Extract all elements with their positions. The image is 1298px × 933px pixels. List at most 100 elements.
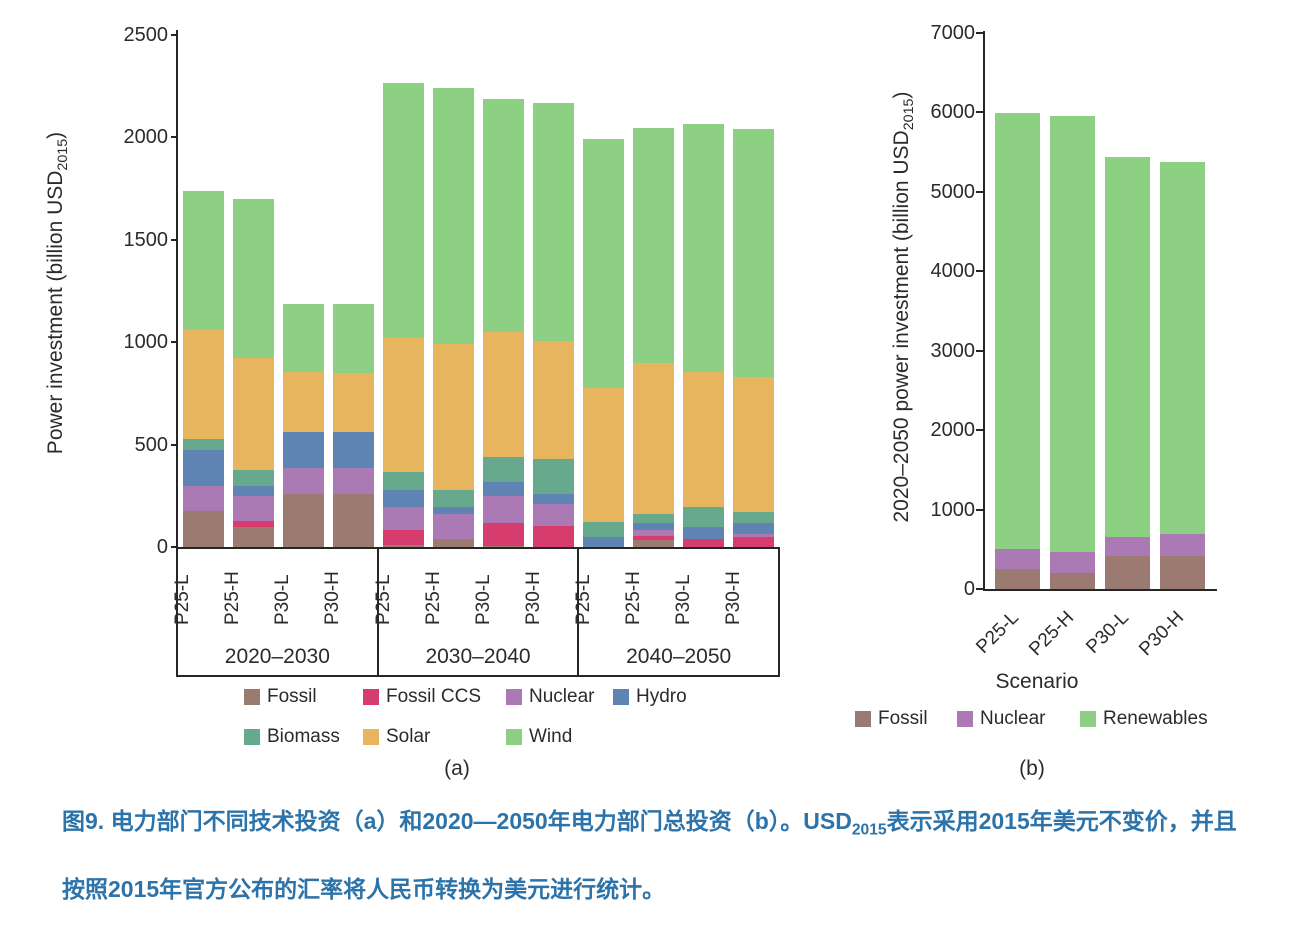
chart-a-ytick-label: 1500 <box>123 228 169 251</box>
bar-segment-fossil-ccs <box>232 521 274 527</box>
scenario-label-P30-L: P30-L <box>272 574 293 625</box>
bar-P25-L <box>182 190 224 547</box>
legend-label: Wind <box>529 726 573 747</box>
bar-P30-H <box>732 129 774 547</box>
bar-P25-H <box>1050 115 1095 589</box>
bar-segment-fossil <box>1105 556 1150 589</box>
chart-a-ytick-label: 2000 <box>123 126 169 149</box>
bar-segment-fossil <box>432 538 474 547</box>
bar-P30-H <box>332 304 374 547</box>
bar-segment-solar <box>632 362 674 515</box>
bar-segment-solar <box>382 338 424 473</box>
chart-a-y-axis-line <box>176 30 178 549</box>
bar-P30-H <box>1160 162 1205 589</box>
legend-label: Nuclear <box>980 708 1046 729</box>
scenario-label-P30-H: P30-H <box>1134 607 1188 661</box>
chart-a-ytick-label: 500 <box>134 433 168 456</box>
chart-a-ytick-label: 1000 <box>123 331 169 354</box>
bar-segment-fossil <box>1050 573 1095 589</box>
bar-segment-solar <box>532 341 574 459</box>
bar-group-2020–2030 <box>178 190 378 547</box>
bar-segment-biomass <box>182 438 224 450</box>
xband-cell-2020–2030: P25-L P25-H P30-L P30-H 2020–2030 <box>172 549 379 675</box>
chart-b-ytick-mark <box>976 349 983 352</box>
chart-b-ytick-mark <box>976 32 983 34</box>
chart-b-ytick-mark <box>976 588 983 590</box>
bar-segment-fossil <box>282 493 324 547</box>
chart-b-ytick-mark <box>976 508 983 511</box>
bar-segment-solar <box>232 357 274 471</box>
bar-segment-fossil-ccs <box>732 536 774 547</box>
bar-segment-hydro <box>532 493 574 504</box>
bar-segment-nuclear <box>732 533 774 537</box>
bar-segment-hydro <box>732 523 774 534</box>
period-label: 2020–2030 <box>224 645 330 668</box>
chart-b-x-axis-title: Scenario <box>995 670 1079 693</box>
legend-item-nuclear: Nuclear <box>506 686 613 708</box>
chart-a-ytick-mark <box>171 341 178 344</box>
legend-swatch-hydro <box>613 689 629 705</box>
chart-b-x-axis-line <box>983 589 1217 591</box>
panel-a-label: (a) <box>444 757 470 780</box>
chart-a-ytick-mark <box>171 546 178 548</box>
bar-segment-nuclear <box>532 504 574 526</box>
bar-segment-fossil <box>182 511 224 547</box>
chart-b-y-label-end: ) <box>890 91 913 99</box>
bar-segment-renewables <box>1160 162 1205 535</box>
legend-item-biomass: Biomass <box>244 726 363 748</box>
bar-segment-fossil <box>482 545 524 547</box>
caption-part1: 图9. 电力部门不同技术投资（a）和2020—2050年电力部门总投资（b）。U… <box>62 808 852 834</box>
bar-segment-biomass <box>682 507 724 527</box>
legend-label: Fossil CCS <box>386 686 482 707</box>
bar-segment-nuclear <box>332 468 374 494</box>
bar-segment-hydro <box>382 489 424 508</box>
bar-segment-hydro <box>632 523 674 530</box>
legend-swatch-fossil-ccs <box>363 689 379 705</box>
chart-b-ytick-mark <box>976 190 983 193</box>
legend-label: Biomass <box>267 726 340 747</box>
legend-swatch-wind <box>506 729 522 745</box>
bar-segment-nuclear <box>482 495 524 524</box>
chart-b-ytick-label: 4000 <box>930 260 976 283</box>
bar-segment-wind <box>682 124 724 372</box>
chart-a-ytick-mark <box>171 443 178 446</box>
chart-b-legend: Fossil Nuclear Renewables <box>855 708 1208 730</box>
legend-item-fossil: Fossil <box>855 708 957 730</box>
bar-segment-nuclear <box>1160 534 1205 556</box>
bar-segment-wind <box>532 102 574 342</box>
xband-cell-2040–2050: P25-L P25-H P30-L P30-H 2040–2050 <box>573 549 778 675</box>
bar-segment-wind <box>432 88 474 345</box>
legend-swatch-biomass <box>244 729 260 745</box>
scenario-label-P30-H: P30-H <box>723 571 745 625</box>
legend-swatch-nuclear <box>506 689 522 705</box>
bar-segment-wind <box>182 190 224 330</box>
bar-segment-nuclear <box>182 485 224 512</box>
bar-segment-fossil-ccs <box>682 538 724 547</box>
bar-segment-biomass <box>732 512 774 524</box>
period-label: 2030–2040 <box>425 645 531 668</box>
legend-item-hydro: Hydro <box>613 686 687 708</box>
bar-segment-nuclear <box>1105 536 1150 557</box>
bar-P25-H <box>632 128 674 547</box>
scenario-label-P25-L: P25-L <box>372 574 394 625</box>
chart-b-ytick-label: 2000 <box>930 419 976 442</box>
bar-P25-H <box>432 88 474 547</box>
chart-b-ytick-label: 0 <box>963 578 975 600</box>
scenario-label-P25-L: P25-L <box>573 574 595 625</box>
legend-swatch-nuclear <box>957 711 973 727</box>
bar-segment-hydro <box>332 432 374 469</box>
bar-segment-solar <box>482 332 524 457</box>
legend-item-solar: Solar <box>363 726 506 748</box>
chart-b-ytick-mark <box>976 270 983 273</box>
scenario-label-P30-H: P30-H <box>522 571 544 625</box>
chart-b-ytick-label: 3000 <box>930 339 976 362</box>
chart-b-ytick-mark <box>976 111 983 114</box>
bar-segment-biomass <box>532 458 574 494</box>
bar-segment-fossil <box>1160 555 1205 589</box>
bar-segment-fossil <box>632 539 674 547</box>
legend-item-renewables: Renewables <box>1080 708 1208 730</box>
legend-item-wind: Wind <box>506 726 613 748</box>
scenario-label-P25-L: P25-L <box>971 607 1023 658</box>
bar-segment-hydro <box>282 432 324 469</box>
